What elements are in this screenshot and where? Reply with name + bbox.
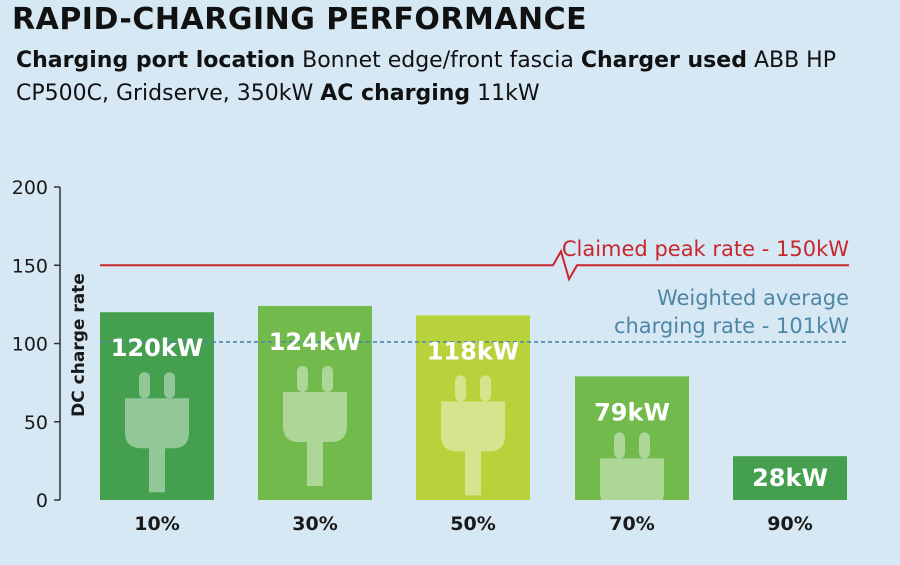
x-tick-label: 90% [767,513,812,535]
chart-title: RAPID-CHARGING PERFORMANCE [12,2,588,37]
x-tick-label: 10% [134,513,179,535]
bar-value-label: 124kW [269,328,362,356]
ac-label: AC charging [320,81,471,106]
y-tick-label: 0 [36,490,48,512]
port-label: Charging port location [16,48,296,73]
y-tick-label: 200 [12,177,48,199]
y-tick-label: 150 [12,255,48,277]
claimed-peak-label: Claimed peak rate - 150kW [562,237,849,261]
bar [733,456,847,500]
chart-subtitle: Charging port location Bonnet edge/front… [16,44,876,110]
claimed-peak-line [100,248,849,282]
weighted-average-label-line2: charging rate - 101kW [614,314,849,338]
y-tick-label: 50 [24,412,48,434]
port-value: Bonnet edge/front fascia [302,48,574,73]
charger-value: ABB HP CP500C, Gridserve, 350kW [16,48,836,106]
ac-value: 11kW [477,81,540,106]
bar-value-label: 79kW [594,398,670,426]
x-tick-label: 30% [292,513,337,535]
bar-value-label: 28kW [752,464,828,492]
y-tick-label: 100 [12,334,48,356]
weighted-average-label-line1: Weighted average [657,286,849,310]
bar-value-label: 120kW [111,334,204,362]
bar-value-label: 118kW [427,337,520,365]
x-tick-label: 50% [450,513,495,535]
charger-label: Charger used [580,48,747,73]
y-axis-label: DC charge rate [69,273,89,417]
x-tick-label: 70% [609,513,654,535]
